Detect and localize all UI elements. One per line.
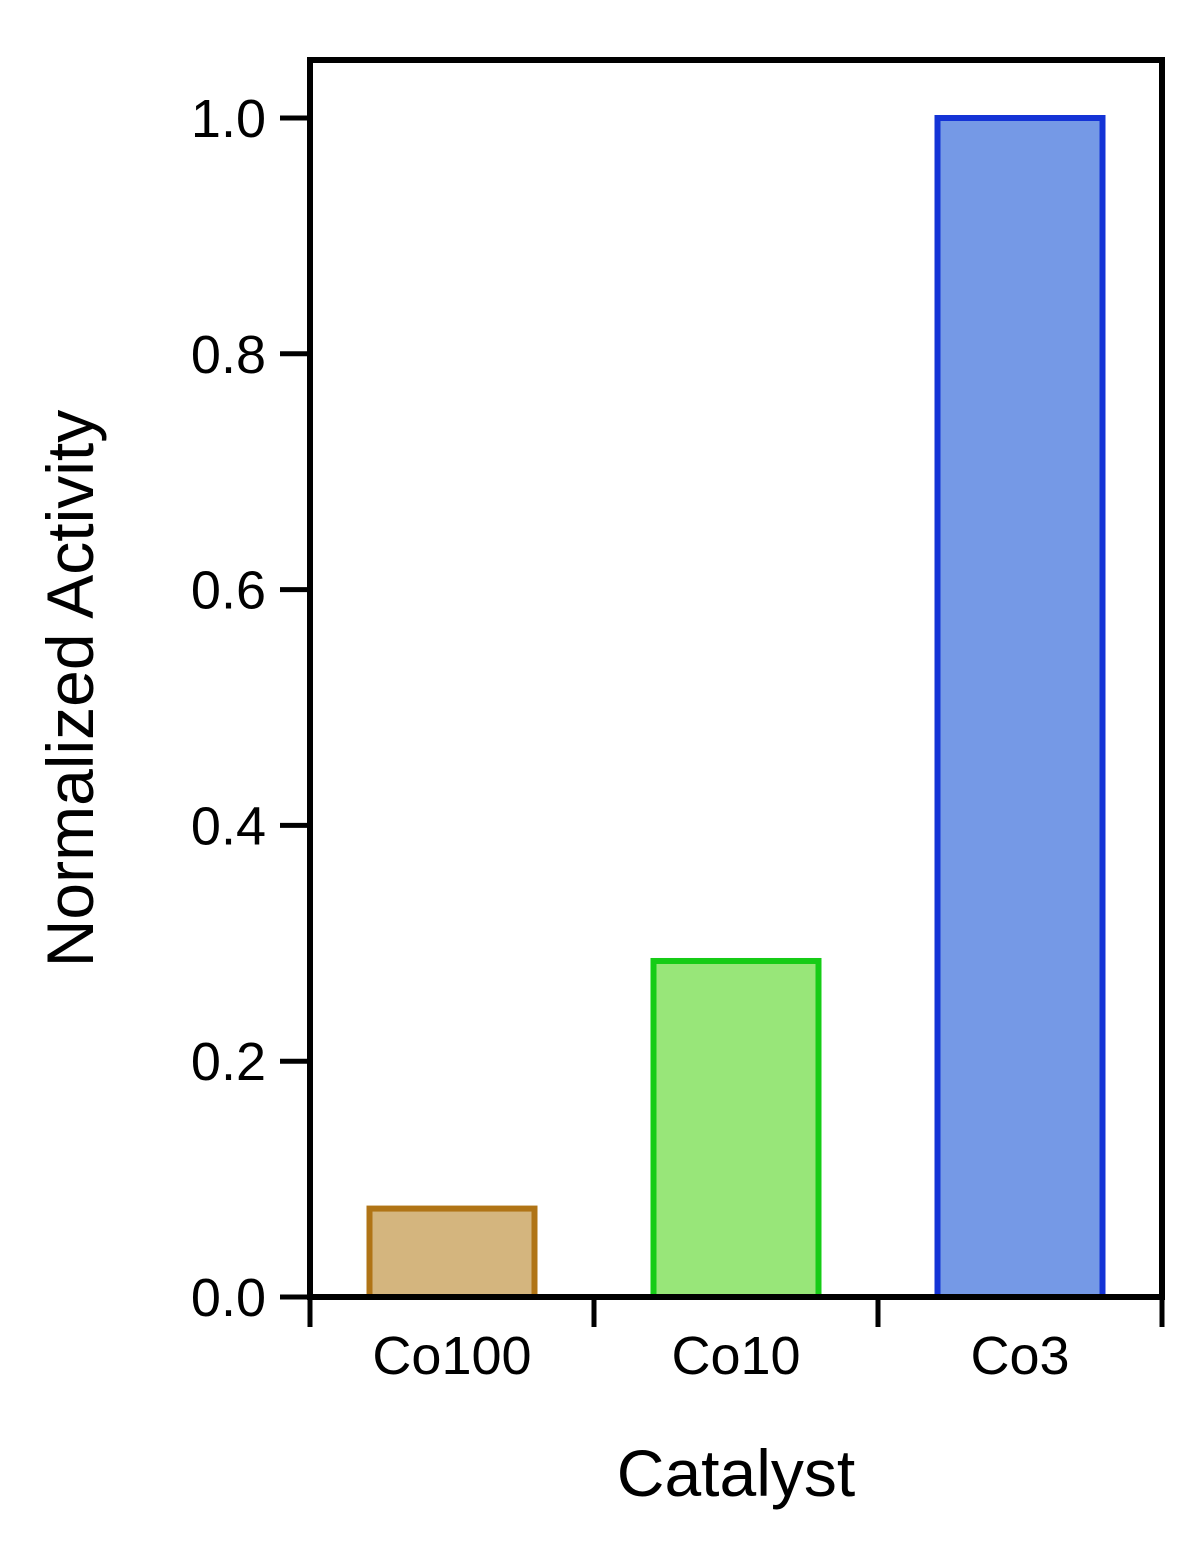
y-tick-label: 0.2 (191, 1032, 266, 1092)
bars-layer (366, 115, 1106, 1300)
plot-frame (307, 57, 1165, 1300)
bar-co10 (650, 957, 822, 1300)
y-tick-label: 0.8 (191, 325, 266, 385)
y-tick-label: 0.4 (191, 796, 266, 856)
y-axis: 0.0 0.2 0.4 0.6 0.8 1.0 (191, 89, 310, 1328)
y-tick-label: 0.0 (191, 1268, 266, 1328)
x-tick-label: Co10 (671, 1326, 800, 1386)
y-tick-label: 0.6 (191, 561, 266, 621)
y-axis-title: Normalized Activity (33, 410, 107, 968)
x-tick-label: Co3 (970, 1326, 1069, 1386)
x-tick-label: Co100 (372, 1326, 531, 1386)
x-axis: Co100 Co10 Co3 (307, 1297, 1165, 1386)
bar-co100 (366, 1205, 538, 1300)
bar-co3 (934, 115, 1106, 1300)
y-tick-label: 1.0 (191, 89, 266, 149)
x-axis-title: Catalyst (617, 1436, 855, 1510)
